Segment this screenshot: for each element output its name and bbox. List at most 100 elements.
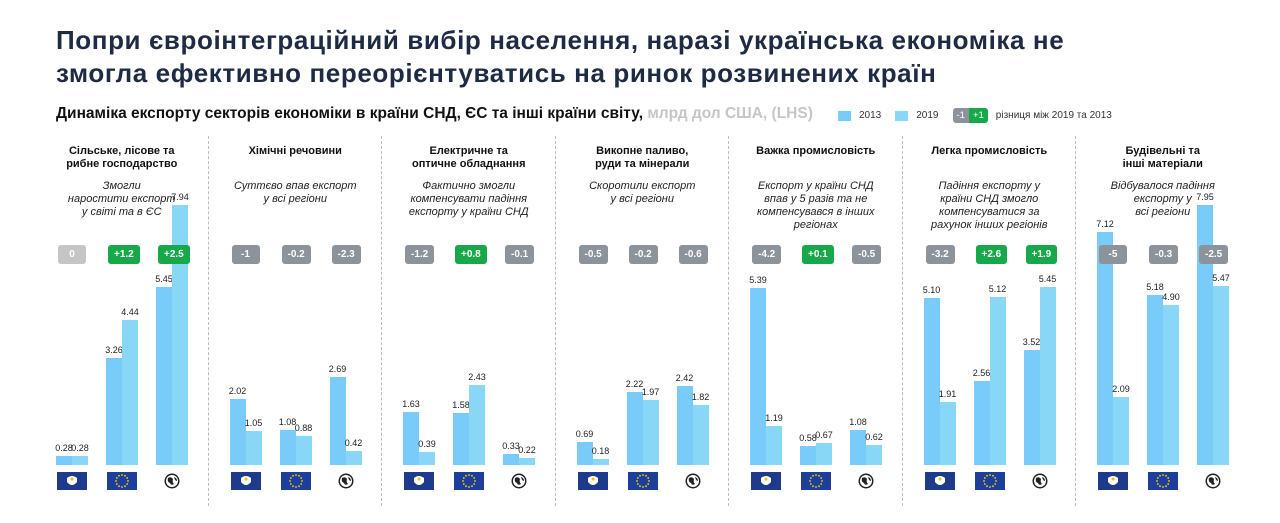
subtitle-unit: млрд дол США, (LHS)	[647, 105, 813, 122]
bar-2019	[642, 400, 659, 465]
value-label: 0.88	[294, 423, 313, 434]
bar-2013	[403, 411, 419, 465]
bar-2019	[592, 459, 609, 465]
bar-2019	[692, 405, 709, 465]
legend-label-2019: 2019	[916, 110, 939, 121]
bar-2019	[939, 402, 956, 465]
globe-icon	[331, 472, 361, 490]
value-label: 0.18	[591, 446, 610, 457]
value-label: 3.26	[105, 345, 123, 356]
bar-2013	[750, 288, 766, 465]
panel-note: Падіння експорту у країни СНД змогло компе…	[931, 180, 1048, 231]
value-label: 1.97	[641, 387, 660, 398]
globe-icon	[157, 472, 187, 490]
value-label: 0.69	[575, 429, 594, 440]
chart-subtitle: Динаміка експорту секторів економіки в к…	[56, 105, 813, 123]
bar-2013	[576, 442, 593, 465]
panel-note: Суттєво впав експорт у всі регіони	[233, 180, 357, 205]
diff-badge: -5	[1099, 245, 1127, 264]
diff-badge: -0.5	[852, 245, 882, 264]
bar-2013	[329, 376, 346, 465]
bar-2019	[122, 319, 138, 465]
globe-icon	[504, 472, 534, 490]
value-label: 7.12	[1096, 218, 1114, 229]
panel-note: Експорт у країни СНД впав у 5 разів та не…	[756, 180, 875, 231]
panel-note: Скоротили експорт у всі регіони	[589, 180, 696, 205]
eu-flag-icon	[107, 472, 137, 490]
diff-badge: +0.8	[455, 245, 487, 264]
bar-2013	[1023, 349, 1040, 465]
eu-flag-icon	[627, 472, 658, 490]
value-label: 1.91	[938, 389, 957, 400]
legend-diff-label: різниця між 2019 та 2013	[995, 110, 1112, 121]
value-label: 0.39	[418, 439, 436, 450]
diff-badge: -0.3	[1149, 245, 1179, 264]
diff-badge: -1.2	[405, 245, 435, 264]
diff-badge: -0.2	[628, 245, 658, 264]
value-label: 4.44	[121, 306, 139, 317]
bar-2019	[1163, 304, 1179, 465]
panel-title: Викопне паливо, руди та мінерали	[595, 145, 690, 170]
diff-badge: +1.2	[108, 245, 140, 264]
panel-title: Будівельні та інші матеріали	[1122, 145, 1203, 170]
value-label: 2.09	[1112, 383, 1130, 394]
bar-2013	[453, 413, 469, 465]
bar-2013	[279, 429, 296, 465]
bar-2013	[1197, 204, 1213, 465]
value-label: 7.95	[1196, 191, 1214, 202]
bar-2019	[1039, 286, 1056, 465]
subtitle-text: Динаміка експорту секторів економіки в к…	[56, 105, 644, 122]
diff-badge: -0.5	[578, 245, 608, 264]
bar-2013	[229, 398, 246, 465]
value-label: 1.58	[452, 400, 470, 411]
bar-2019	[1113, 396, 1129, 465]
value-label: 5.12	[988, 284, 1007, 295]
diff-badge: +2.6	[975, 245, 1008, 264]
diff-badge: -4.2	[752, 245, 782, 264]
bar-2019	[245, 430, 262, 465]
value-label: 7.94	[171, 191, 189, 202]
cis-flag-icon	[404, 472, 434, 490]
value-label: 1.05	[244, 417, 263, 428]
value-label: 2.42	[675, 372, 694, 383]
globe-icon	[678, 472, 708, 490]
bar-2013	[156, 286, 172, 465]
panel-title: Легка промисловість	[931, 145, 1048, 157]
value-label: 2.02	[228, 385, 247, 396]
panel-divider	[728, 136, 729, 506]
bar-2013	[1097, 231, 1113, 465]
legend-label-2013: 2013	[859, 110, 882, 121]
bar-2019	[469, 385, 485, 465]
bar-2013	[676, 385, 693, 465]
bar-2019	[345, 451, 362, 465]
value-label: 0.28	[71, 442, 89, 453]
value-label: 0.33	[502, 441, 520, 452]
eu-flag-icon	[801, 472, 831, 490]
panel-divider	[554, 136, 556, 506]
panel-title: Хімічні речовини	[248, 145, 342, 157]
bar-2019	[72, 455, 88, 465]
title-line-2: змогла ефективно переорієнтуватись на ри…	[56, 58, 937, 88]
bar-2019	[766, 426, 782, 465]
diff-badge: +0.1	[802, 245, 834, 264]
panel-title: Сільське, лісове та рибне господарство	[66, 145, 178, 170]
value-label: 5.45	[1038, 273, 1057, 284]
eu-flag-icon	[1148, 472, 1178, 490]
legend-pos-badge: +1	[968, 108, 988, 123]
diff-badge: -2.5	[1199, 245, 1229, 264]
globe-icon	[1198, 472, 1228, 490]
diff-badge: 0	[58, 245, 86, 264]
value-label: 0.62	[865, 431, 883, 442]
value-label: 2.69	[328, 363, 347, 374]
bar-2019	[816, 443, 832, 465]
legend-swatch-2019	[895, 110, 909, 121]
page-title: Попри євроінтеграційний вибір населення,…	[56, 24, 1064, 90]
diff-badge: -0.1	[505, 245, 535, 264]
bar-2019	[1213, 285, 1229, 465]
panel-divider	[207, 136, 209, 506]
value-label: 1.82	[691, 392, 710, 403]
value-label: 5.10	[922, 284, 941, 295]
diff-badge: -0.2	[281, 245, 311, 264]
legend-swatch-2013	[838, 110, 851, 121]
diff-badge: -1	[231, 245, 260, 264]
